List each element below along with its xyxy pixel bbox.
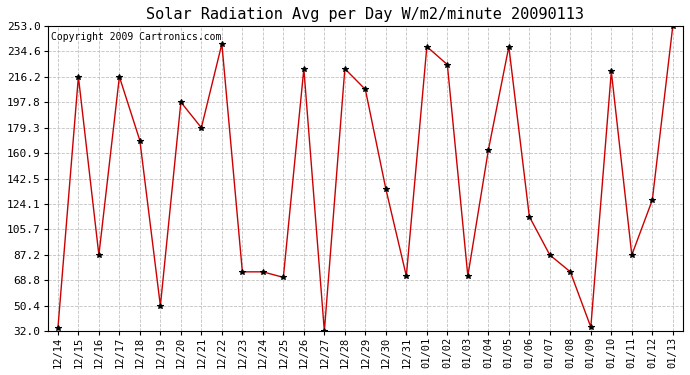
Title: Solar Radiation Avg per Day W/m2/minute 20090113: Solar Radiation Avg per Day W/m2/minute …: [146, 7, 584, 22]
Text: Copyright 2009 Cartronics.com: Copyright 2009 Cartronics.com: [51, 32, 221, 42]
